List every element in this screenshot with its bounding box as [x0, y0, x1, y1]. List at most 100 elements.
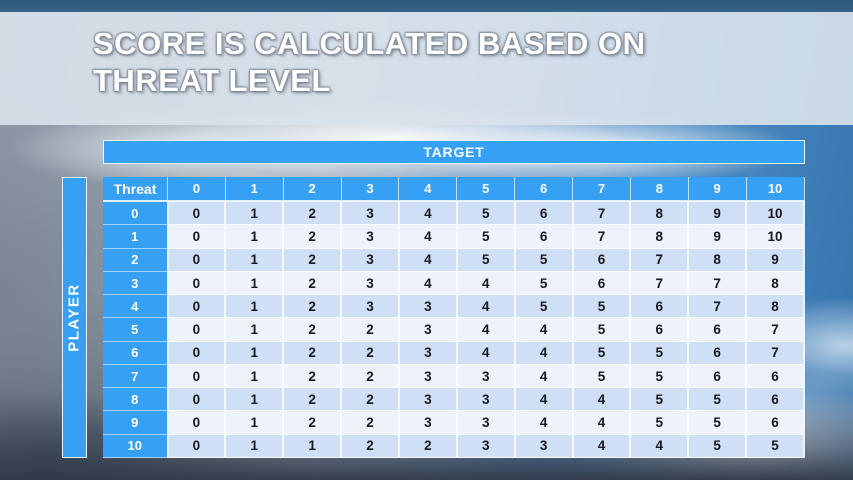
score-cell: 2 [398, 434, 458, 459]
score-cell: 6 [746, 410, 805, 435]
row-header-cell: 0 [103, 201, 169, 226]
score-cell: 7 [746, 317, 805, 342]
score-cell: 5 [572, 317, 632, 342]
table-row: 0 0 1 2 3 4 5 6 7 8 9 10 [103, 201, 805, 226]
table-row: 1 0 1 2 3 4 5 6 7 8 9 10 [103, 224, 805, 249]
target-group-header: TARGET [103, 140, 805, 164]
score-cell: 2 [283, 248, 343, 272]
score-cell: 0 [167, 294, 227, 319]
row-header-cell: 10 [103, 434, 169, 459]
row-header-cell: 5 [103, 317, 169, 342]
score-cell: 5 [456, 201, 516, 226]
score-cell: 2 [283, 364, 343, 389]
score-cell: 5 [688, 410, 748, 435]
row-header-cell: 8 [103, 387, 169, 412]
score-cell: 3 [341, 294, 400, 319]
score-cell: 6 [746, 364, 805, 389]
score-cell: 3 [456, 364, 516, 389]
row-header-cell: 9 [103, 410, 169, 435]
table-row: 10 0 1 1 2 2 3 3 4 4 5 5 [103, 434, 805, 459]
column-header-cell: 7 [572, 177, 631, 202]
score-cell: 6 [630, 294, 690, 319]
score-cell: 4 [398, 248, 458, 272]
score-cell: 1 [225, 317, 285, 342]
score-cell: 6 [514, 201, 574, 226]
score-cell: 3 [398, 410, 458, 435]
score-cell: 5 [572, 341, 632, 365]
score-cell: 4 [514, 410, 574, 435]
column-header-cell: 6 [514, 177, 574, 202]
row-header-cell: 6 [103, 341, 169, 365]
score-cell: 1 [225, 434, 285, 459]
score-cell: 3 [456, 434, 516, 459]
score-cell: 2 [341, 410, 400, 435]
top-accent-strip [0, 0, 853, 12]
score-cell: 2 [341, 387, 400, 412]
score-cell: 6 [572, 248, 632, 272]
column-header-cell: 4 [398, 177, 458, 202]
score-cell: 4 [630, 434, 690, 459]
row-header-cell: 7 [103, 364, 169, 389]
score-cell: 5 [688, 434, 748, 459]
score-cell: 9 [688, 201, 748, 226]
score-cell: 6 [688, 341, 748, 365]
slide-title: SCORE IS CALCULATED BASED ON THREAT LEVE… [93, 25, 853, 99]
score-cell: 6 [572, 271, 632, 296]
score-cell: 3 [398, 364, 458, 389]
score-cell: 5 [572, 294, 632, 319]
score-cell: 5 [456, 224, 516, 249]
row-header-cell: 1 [103, 224, 169, 249]
score-cell: 8 [746, 294, 805, 319]
score-cell: 6 [514, 224, 574, 249]
score-cell: 6 [688, 317, 748, 342]
column-header-cell: 8 [630, 177, 689, 202]
score-cell: 7 [630, 248, 690, 272]
score-cell: 3 [398, 294, 458, 319]
score-cell: 4 [398, 201, 458, 226]
score-cell: 2 [341, 317, 400, 342]
row-header-cell: 4 [103, 294, 169, 319]
score-cell: 2 [283, 224, 343, 249]
score-cell: 1 [225, 294, 285, 319]
score-cell: 0 [167, 317, 227, 342]
score-cell: 10 [746, 224, 805, 249]
score-cell: 5 [572, 364, 632, 389]
score-cell: 0 [167, 434, 227, 459]
score-cell: 4 [514, 364, 574, 389]
score-cell: 5 [746, 434, 805, 459]
table-header-row: Threat 0 1 2 3 4 5 6 7 8 9 10 [103, 177, 805, 202]
score-cell: 4 [514, 341, 574, 365]
score-cell: 2 [341, 341, 400, 365]
score-cell: 0 [167, 387, 227, 412]
column-header-cell: 1 [225, 177, 284, 202]
score-cell: 7 [572, 224, 632, 249]
player-group-header: PLAYER [62, 177, 87, 458]
score-cell: 1 [225, 224, 285, 249]
score-cell: 4 [456, 294, 516, 319]
score-cell: 8 [688, 248, 748, 272]
title-line-2: THREAT LEVEL [93, 63, 331, 98]
column-header-cell: 3 [341, 177, 400, 202]
score-cell: 1 [225, 271, 285, 296]
score-cell: 3 [341, 201, 400, 226]
score-cell: 9 [746, 248, 805, 272]
score-cell: 5 [630, 341, 690, 365]
score-cell: 2 [283, 201, 343, 226]
score-cell: 4 [514, 317, 574, 342]
score-cell: 1 [225, 410, 285, 435]
column-header-cell: 0 [167, 177, 226, 202]
score-cell: 7 [688, 271, 748, 296]
score-cell: 2 [283, 271, 343, 296]
row-header-cell: 2 [103, 248, 169, 272]
score-cell: 7 [688, 294, 748, 319]
score-cell: 8 [630, 224, 690, 249]
score-cell: 0 [167, 364, 227, 389]
score-cell: 2 [341, 434, 400, 459]
